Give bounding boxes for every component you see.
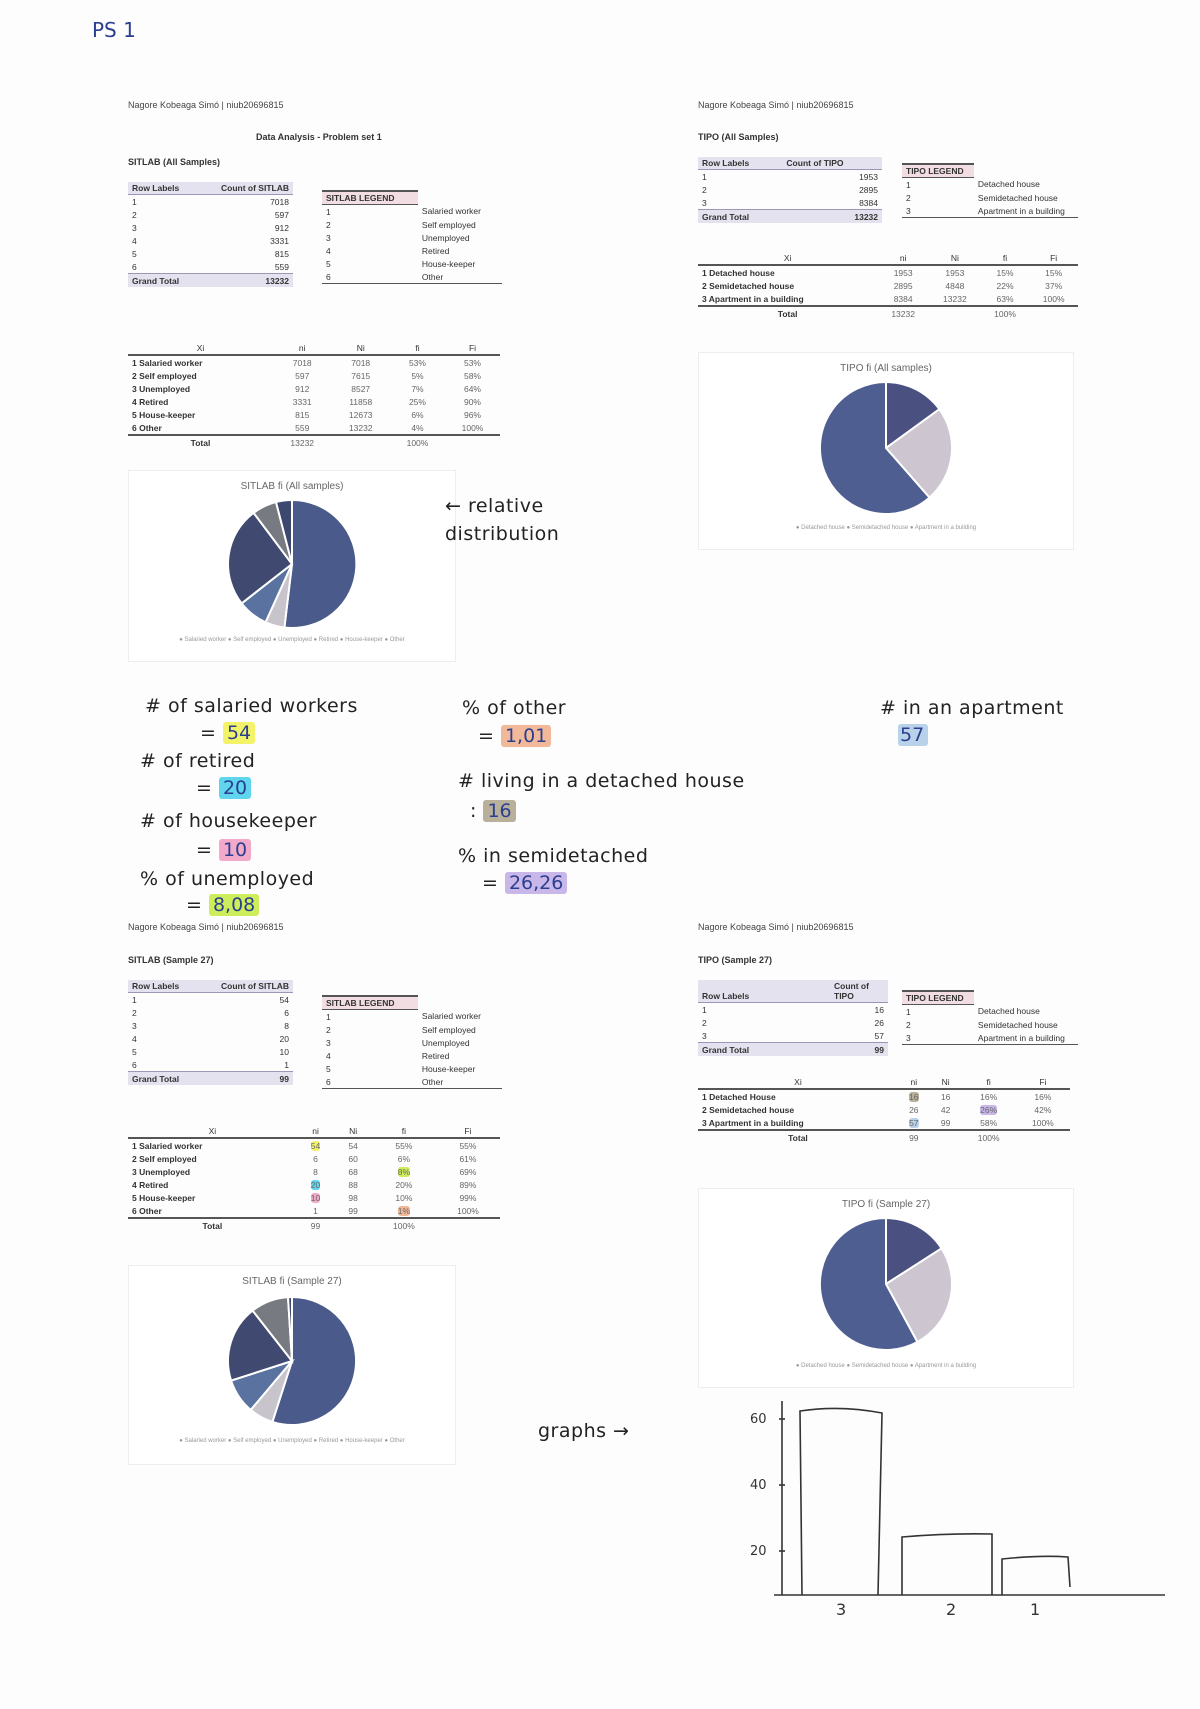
note-salaried-value-wrap: = 54 [200,722,256,744]
pie-chart-svg [819,380,953,515]
legend-table: SITLAB LEGEND 1 Salaried worker 2 Self emp… [322,190,502,284]
hand-drawn-bar-chart: 60 40 20 3 2 1 [730,1395,1170,1620]
note-retired-label: # of retired [140,750,256,772]
note-housekeeper-label: # of housekeeper [140,810,317,832]
legend-table: SITLAB LEGEND 1 Salaried worker 2 Self emp… [322,995,502,1089]
chart-legend: ● Detached house ● Semidetached house ● … [795,1363,977,1369]
svg-text:2: 2 [946,1600,956,1615]
pivot-table: Row Labels Count of TIPO 1 16 2 26 3 57 Gran… [698,980,888,1056]
author-line: Nagore Kobeaga Simó | niub20696815 [128,100,284,110]
graphs-note: graphs → [538,1420,630,1442]
note-other-label: % of other [462,697,567,719]
svg-text:3: 3 [836,1600,846,1615]
sitlab-all-pie-chart: SITLAB fi (All samples) ● Salaried worke… [128,470,456,662]
section-title: TIPO (All Samples) [698,132,779,142]
section-title: TIPO (Sample 27) [698,955,773,965]
author-line: Nagore Kobeaga Simó | niub20696815 [128,922,284,932]
pie-chart-svg [227,498,358,629]
note-detached-value: 16 [483,800,516,822]
note-unemployed-value-wrap: = 8,08 [186,894,260,916]
pivot-table: Row Labels Count of TIPO 1 1953 2 2895 3 838… [698,157,882,223]
author-line: Nagore Kobeaga Simó | niub20696815 [698,100,854,110]
frequency-table: Xi ni Ni fi Fi 1 Detached House 16 16 16% 16% 2 … [698,1076,1070,1144]
section-title: SITLAB (All Samples) [128,157,221,167]
pie-chart-svg [227,1295,358,1426]
note-apartment-value-wrap: 57 [898,724,929,746]
frequency-table: Xi ni Ni fi Fi 1 Detached house 1953 1953 15% 15… [698,252,1078,320]
note-housekeeper-value: 10 [218,839,252,861]
note-unemployed-value: 8,08 [208,894,260,916]
note-semidetached-value-wrap: = 26,26 [482,872,568,894]
note-apartment-label: # in an apartment [880,697,1064,719]
svg-text:60: 60 [750,1412,767,1427]
note-unemployed-label: % of unemployed [140,868,315,890]
note-detached-value-wrap: : 16 [470,800,516,822]
note-salaried-label: # of salaried workers [145,695,358,717]
pie-chart-svg [818,1216,953,1351]
author-line: Nagore Kobeaga Simó | niub20696815 [698,922,854,932]
note-salaried-value: 54 [222,722,256,744]
frequency-table: Xi ni Ni fi Fi 1 Salaried worker 54 54 55% 55% 2… [128,1125,500,1232]
note-detached-label: # living in a detached house [458,770,745,792]
chart-title: SITLAB fi (All samples) [240,481,344,492]
note-other-value-wrap: = 1,01 [478,725,552,747]
chart-title: TIPO fi (All samples) [840,363,932,374]
page-label: PS 1 [92,18,136,42]
note-retired-value: 20 [218,777,252,799]
legend-table: TIPO LEGEND 1 Detached house 2 Semidetache… [902,163,1078,218]
relative-distribution-note: ← relative distribution [445,495,560,545]
note-retired-value-wrap: = 20 [196,777,252,799]
note-apartment-value: 57 [898,724,929,746]
chart-title: TIPO fi (Sample 27) [841,1199,931,1210]
note-semidetached-value: 26,26 [504,872,568,894]
note-housekeeper-value-wrap: = 10 [196,839,252,861]
svg-text:20: 20 [750,1544,767,1559]
frequency-table: Xi ni Ni fi Fi 1 Salaried worker 7018 7018 53% 5… [128,342,500,449]
chart-title: SITLAB fi (Sample 27) [242,1276,342,1287]
section-title: SITLAB (Sample 27) [128,955,214,965]
tipo-all-pie-chart: TIPO fi (All samples) ● Detached house ●… [698,352,1074,550]
chart-legend: ● Salaried worker ● Self employed ● Unem… [179,1438,405,1444]
chart-legend: ● Salaried worker ● Self employed ● Unem… [179,637,405,643]
pivot-table: Row Labels Count of SITLAB 1 7018 2 597 3 91… [128,182,293,287]
sitlab-27-pie-chart: SITLAB fi (Sample 27) ● Salaried worker … [128,1265,456,1465]
chart-legend: ● Detached house ● Semidetached house ● … [795,525,977,531]
tipo-27-pie-chart: TIPO fi (Sample 27) ● Detached house ● S… [698,1188,1074,1388]
legend-table: TIPO LEGEND 1 Detached house 2 Semidetache… [902,990,1078,1045]
svg-text:40: 40 [750,1478,767,1493]
note-semidetached-label: % in semidetached [458,845,649,867]
doc-title: Data Analysis - Problem set 1 [256,132,382,142]
note-other-value: 1,01 [500,725,552,747]
svg-text:1: 1 [1030,1600,1040,1615]
